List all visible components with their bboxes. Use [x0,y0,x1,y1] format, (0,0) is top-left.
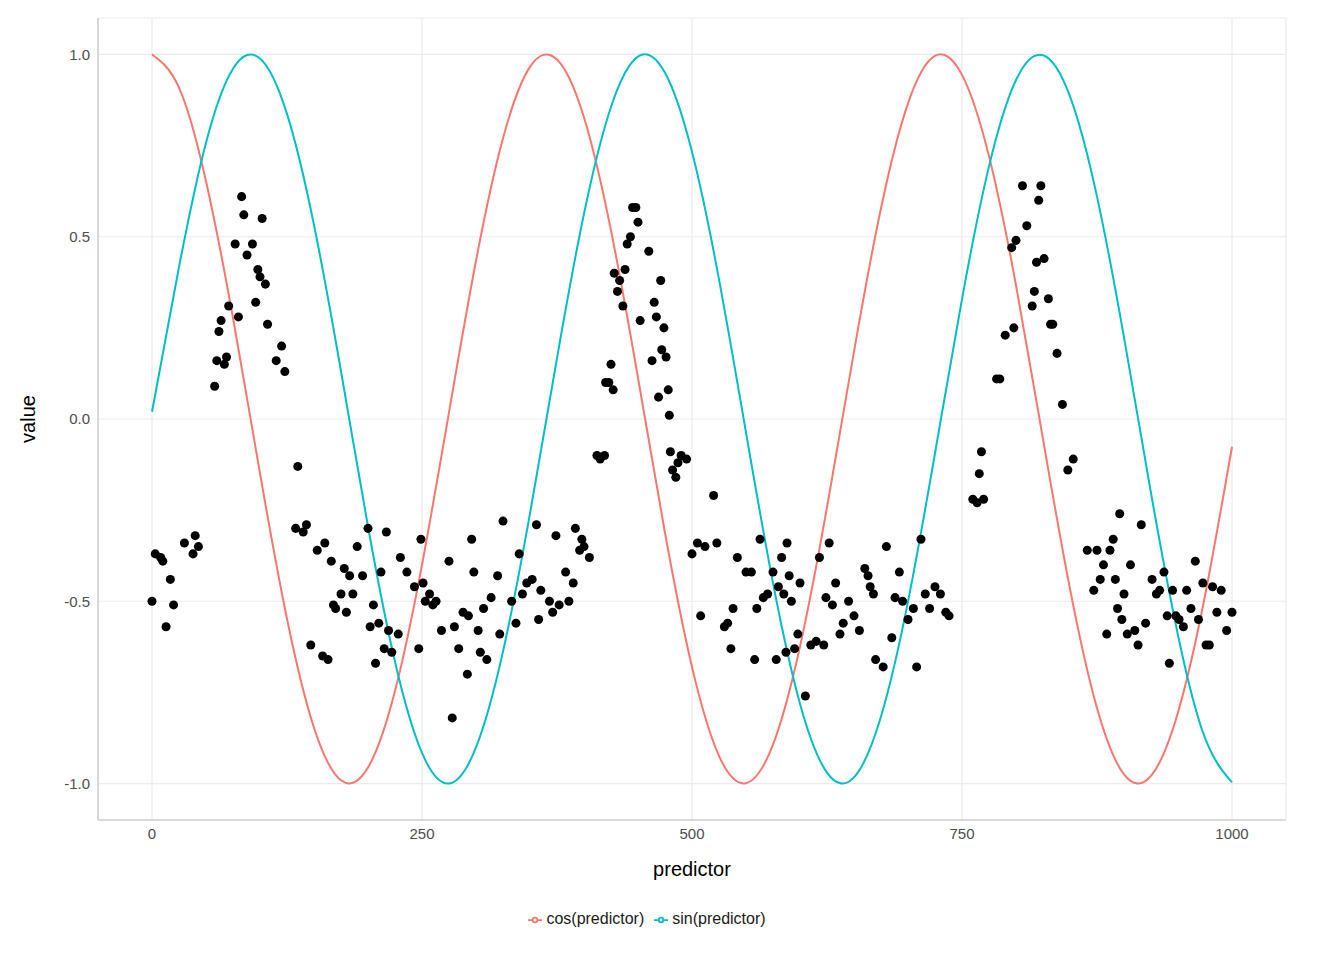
svg-text:0: 0 [148,825,156,842]
svg-text:250: 250 [409,825,434,842]
svg-text:500: 500 [679,825,704,842]
svg-text:1000: 1000 [1215,825,1248,842]
svg-text:value: value [17,395,39,443]
svg-text:-0.5: -0.5 [64,593,90,610]
svg-text:750: 750 [949,825,974,842]
svg-text:0.5: 0.5 [69,228,90,245]
html-text:cos(predictor): cos(predictor) [546,910,645,927]
svg-text:1.0: 1.0 [69,46,90,63]
html-text:sin(predictor): sin(predictor) [672,910,766,927]
svg-text:-1.0: -1.0 [64,775,90,792]
svg-text:0.0: 0.0 [69,410,90,427]
svg-text:predictor: predictor [653,858,731,880]
